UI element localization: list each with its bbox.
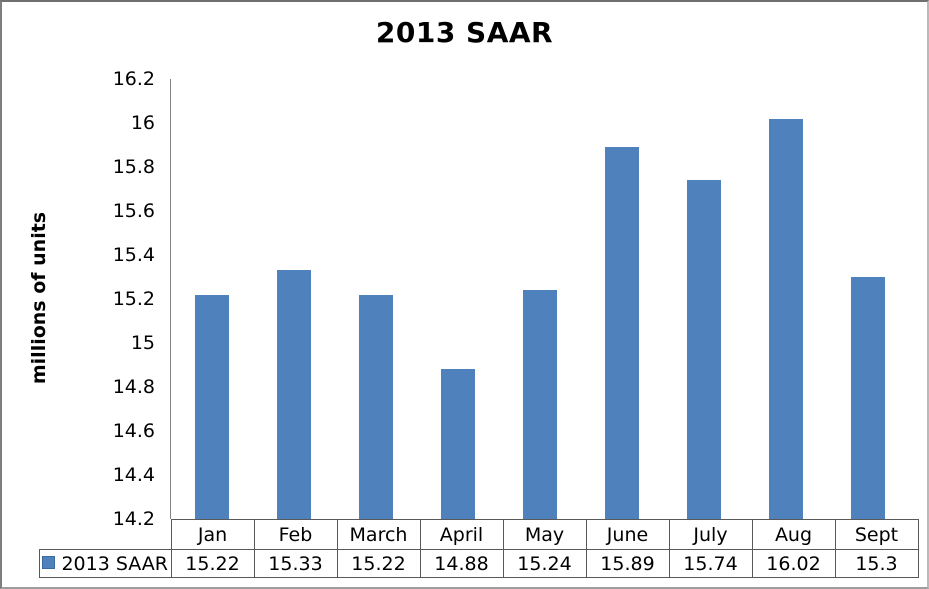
value-cell: 14.88	[419, 549, 504, 578]
y-tick-label: 14.6	[112, 420, 155, 442]
month-header-cell: July	[668, 519, 753, 550]
y-tick-label: 15.8	[112, 156, 155, 178]
value-cell: 15.22	[170, 549, 255, 578]
data-table: Jan Feb March April May June July Aug Sept 2013 …	[39, 519, 919, 578]
month-header-cell: June	[585, 519, 670, 550]
month-header-cell: March	[336, 519, 421, 550]
month-header-cell: Sept	[834, 519, 919, 550]
value-cell: 15.22	[336, 549, 421, 578]
y-tick-label: 14.4	[112, 464, 155, 486]
value-cell: 15.89	[585, 549, 670, 578]
legend-marker-icon	[42, 556, 56, 569]
y-tick-label: 14.2	[112, 508, 155, 530]
bar-march	[359, 295, 393, 519]
bar-feb	[277, 270, 311, 519]
value-cell: 15.74	[668, 549, 753, 578]
y-tick-label: 14.8	[112, 376, 155, 398]
y-tick-label: 16.2	[112, 68, 155, 90]
legend-cell: 2013 SAAR	[39, 549, 172, 578]
bar-july	[687, 180, 721, 519]
y-tick-label: 15.6	[112, 200, 155, 222]
y-tick-label: 15	[130, 332, 155, 354]
value-cell: 15.24	[502, 549, 587, 578]
value-cell: 16.02	[751, 549, 836, 578]
month-header-cell: Jan	[170, 519, 255, 550]
table-corner-empty-cell	[40, 520, 172, 550]
chart-title: 2013 SAAR	[375, 16, 554, 49]
bar-june	[605, 147, 639, 519]
month-header-cell: May	[502, 519, 587, 550]
table-value-row: 2013 SAAR 15.22 15.33 15.22 14.88 15.24 15.89…	[39, 549, 919, 578]
bar-may	[523, 290, 557, 519]
y-tick-label: 15.2	[112, 288, 155, 310]
bar-april	[441, 369, 475, 519]
bar-jan	[195, 295, 229, 519]
month-header-cell: Aug	[751, 519, 836, 550]
plot-area	[170, 79, 909, 519]
table-header-row: Jan Feb March April May June July Aug Sept	[40, 519, 919, 550]
value-cell: 15.3	[834, 549, 919, 578]
value-cell: 15.33	[253, 549, 338, 578]
month-header-cell: Feb	[253, 519, 338, 550]
bar-sept	[851, 277, 885, 519]
legend-label: 2013 SAAR	[61, 552, 169, 575]
bar-aug	[769, 119, 803, 519]
y-tick-label: 15.4	[112, 244, 155, 266]
y-tick-label: 16	[130, 112, 155, 134]
month-header-cell: April	[419, 519, 504, 550]
